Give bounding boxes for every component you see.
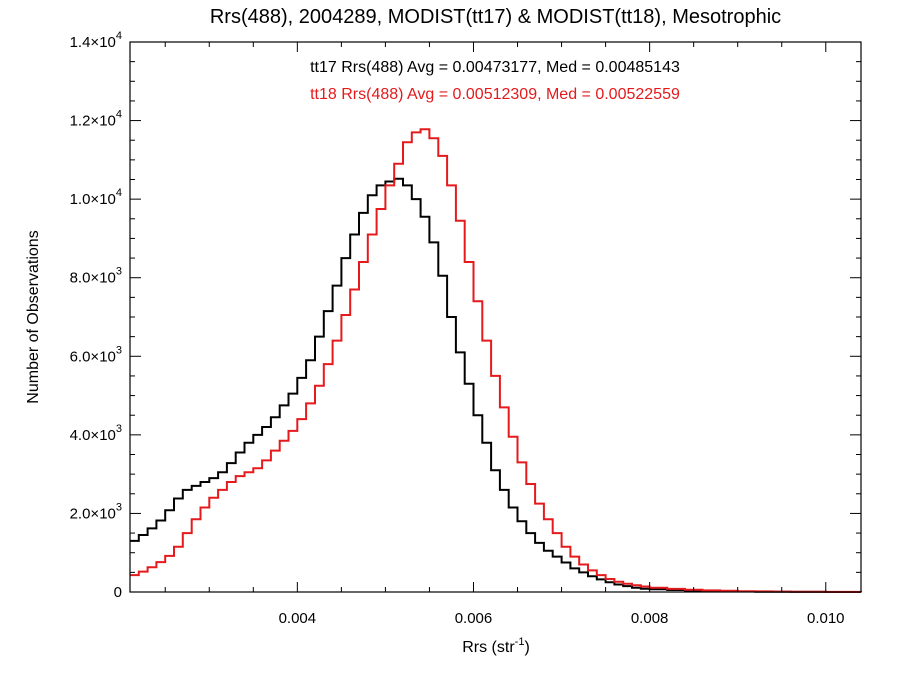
y-tick-label-0: 0 [114, 584, 122, 601]
axis-layer [129, 41, 862, 593]
y-tick-label-4: 8.0×103 [70, 266, 122, 287]
stats-annotation-2: tt18 Rrs(488) Avg = 0.00512309, Med = 0.… [310, 86, 680, 103]
y-ticks: 0 2.0×103 4.0×103 6.0×103 8.0×103 1.0×104 1.2×… [70, 30, 861, 601]
series-line-1 [130, 177, 861, 593]
y-tick-label-6: 1.2×104 [70, 109, 122, 130]
series-layer [130, 128, 862, 593]
annotations: tt17 Rrs(488) Avg = 0.00473177, Med = 0.… [310, 59, 680, 103]
x-tick-label-2: 0.008 [631, 610, 669, 627]
stats-annotation-1: tt17 Rrs(488) Avg = 0.00473177, Med = 0.… [310, 59, 680, 76]
y-axis-label: Number of Observations [25, 230, 42, 403]
y-tick-label-3: 6.0×103 [70, 344, 122, 365]
chart-title: Rrs(488), 2004289, MODIST(tt17) & MODIST… [209, 6, 782, 28]
y-tick-label-7: 1.4×104 [70, 30, 122, 51]
x-tick-label-0: 0.004 [279, 610, 317, 627]
y-tick-label-2: 4.0×103 [70, 423, 122, 444]
x-tick-label-3: 0.010 [807, 610, 845, 627]
x-axis-label: Rrs (str-1) [462, 636, 530, 656]
x-ticks: 0.004 0.006 0.008 0.010 [164, 42, 845, 627]
plot-frame [129, 41, 862, 593]
x-tick-label-1: 0.006 [455, 610, 493, 627]
y-tick-label-5: 1.0×104 [70, 187, 122, 208]
series-line-2 [130, 128, 862, 593]
y-tick-label-1: 2.0×103 [70, 501, 122, 522]
